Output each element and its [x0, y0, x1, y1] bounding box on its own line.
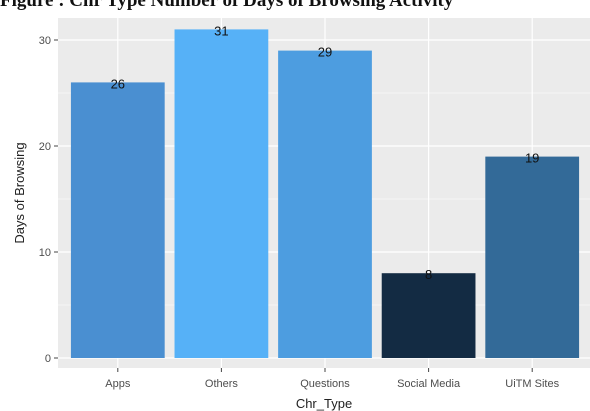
- bars: [70, 29, 580, 359]
- bar-value-label: 19: [525, 151, 539, 166]
- bar-value-label: 29: [318, 45, 332, 60]
- bar-social-media: [381, 273, 476, 358]
- bar-value-label: 8: [425, 267, 432, 282]
- y-tick-label: 0: [45, 353, 51, 365]
- x-axis-title: Chr_Type: [296, 396, 352, 411]
- bar-others: [174, 29, 269, 359]
- y-axis: 0 10 20 30: [39, 35, 58, 365]
- figure-caption: Figure : Chr Type Number of Days of Brow…: [0, 0, 454, 11]
- bar-value-label: 31: [214, 23, 228, 38]
- x-tick-label: Questions: [300, 378, 350, 390]
- bar-data-labels: 26 31 29 8 19: [111, 23, 540, 282]
- x-tick-label: Others: [205, 378, 239, 390]
- bar-apps: [70, 82, 165, 359]
- bar-questions: [278, 50, 372, 358]
- x-axis: Apps Others Questions Social Media UiTM Site…: [105, 368, 560, 390]
- bar-value-label: 26: [111, 76, 125, 91]
- bar-uitm-sites: [485, 156, 580, 358]
- x-tick-label: Apps: [105, 378, 131, 390]
- y-axis-title: Days of Browsing: [12, 142, 27, 243]
- x-tick-label: UiTM Sites: [505, 378, 559, 390]
- y-tick-label: 20: [39, 141, 51, 153]
- x-tick-label: Social Media: [397, 378, 461, 390]
- y-tick-label: 10: [39, 247, 51, 259]
- y-tick-label: 30: [39, 35, 51, 47]
